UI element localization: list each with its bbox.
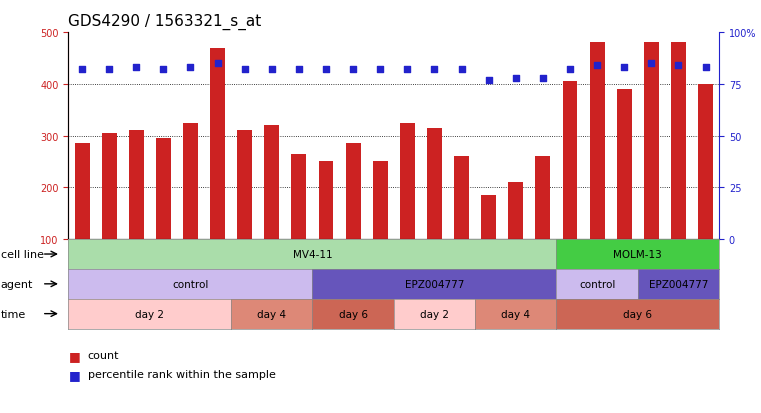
Point	[76, 67, 88, 74]
Point	[212, 61, 224, 67]
Bar	[590, 43, 604, 291]
Point	[266, 67, 278, 74]
Text: day 2: day 2	[420, 309, 449, 319]
Text: day 2: day 2	[135, 309, 164, 319]
Point	[645, 61, 658, 67]
Bar	[319, 162, 333, 291]
Text: day 6: day 6	[623, 309, 652, 319]
Point	[510, 75, 522, 82]
Bar	[183, 123, 198, 291]
Bar	[237, 131, 252, 291]
Text: count: count	[88, 351, 119, 361]
Text: time: time	[1, 309, 26, 319]
Bar	[617, 90, 632, 291]
Bar	[345, 144, 361, 291]
Text: agent: agent	[1, 279, 33, 289]
Text: control: control	[172, 279, 209, 289]
Point	[428, 67, 441, 74]
Point	[347, 67, 359, 74]
Point	[699, 65, 712, 71]
Bar	[400, 123, 415, 291]
Bar	[102, 134, 116, 291]
Point	[158, 67, 170, 74]
Point	[537, 75, 549, 82]
Text: MV4-11: MV4-11	[293, 249, 333, 259]
Bar	[129, 131, 144, 291]
Bar	[671, 43, 686, 291]
Bar	[210, 48, 225, 291]
Text: percentile rank within the sample: percentile rank within the sample	[88, 369, 275, 379]
Bar	[373, 162, 387, 291]
Point	[482, 77, 495, 84]
Point	[673, 63, 685, 69]
Point	[564, 67, 576, 74]
Bar	[508, 183, 524, 291]
Text: day 4: day 4	[257, 309, 286, 319]
Point	[591, 63, 603, 69]
Bar	[454, 157, 469, 291]
Text: EPZ004777: EPZ004777	[405, 279, 464, 289]
Point	[293, 67, 305, 74]
Point	[320, 67, 332, 74]
Bar	[75, 144, 90, 291]
Text: ■: ■	[68, 349, 80, 362]
Bar	[536, 157, 550, 291]
Point	[618, 65, 630, 71]
Text: GDS4290 / 1563321_s_at: GDS4290 / 1563321_s_at	[68, 14, 262, 30]
Point	[374, 67, 387, 74]
Bar	[156, 139, 170, 291]
Bar	[698, 85, 713, 291]
Point	[239, 67, 251, 74]
Bar	[644, 43, 659, 291]
Text: EPZ004777: EPZ004777	[649, 279, 708, 289]
Point	[130, 65, 142, 71]
Text: ■: ■	[68, 368, 80, 381]
Bar	[481, 196, 496, 291]
Bar	[427, 128, 442, 291]
Point	[456, 67, 468, 74]
Text: control: control	[579, 279, 616, 289]
Text: MOLM-13: MOLM-13	[613, 249, 662, 259]
Point	[103, 67, 115, 74]
Bar	[264, 126, 279, 291]
Bar	[562, 82, 578, 291]
Point	[184, 65, 196, 71]
Text: day 6: day 6	[339, 309, 368, 319]
Text: day 4: day 4	[501, 309, 530, 319]
Bar	[291, 154, 307, 291]
Point	[401, 67, 413, 74]
Text: cell line: cell line	[1, 249, 44, 259]
